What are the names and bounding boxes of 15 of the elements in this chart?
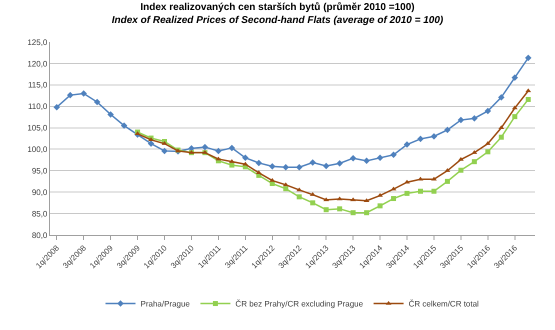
legend-label: ČR bez Prahy/CR excluding Prague — [235, 300, 364, 309]
y-tick-label: 80,0 — [32, 230, 48, 240]
legend-label: ČR celkem/CR total — [408, 300, 480, 309]
y-tick-label: 110,0 — [28, 102, 48, 112]
chart-title: Index realizovaných cen starších bytů (průměr 2010 =100) — [140, 0, 415, 13]
y-tick-label: 95,0 — [32, 166, 48, 176]
legend-label: Praha/Prague — [140, 300, 190, 309]
y-tick-label: 120,0 — [27, 59, 48, 68]
y-tick-label: 85,0 — [32, 209, 48, 218]
y-tick-label: 125,0 — [27, 38, 48, 47]
y-tick-label: 90,0 — [32, 188, 48, 197]
y-tick-label: 115,0 — [28, 80, 48, 90]
y-tick-label: 100,0 — [27, 145, 48, 154]
chart-subtitle: Index of Realized Prices of Second-hand Flats (average of 2010 = 100) — [112, 14, 444, 26]
y-tick-label: 105,0 — [27, 124, 48, 133]
